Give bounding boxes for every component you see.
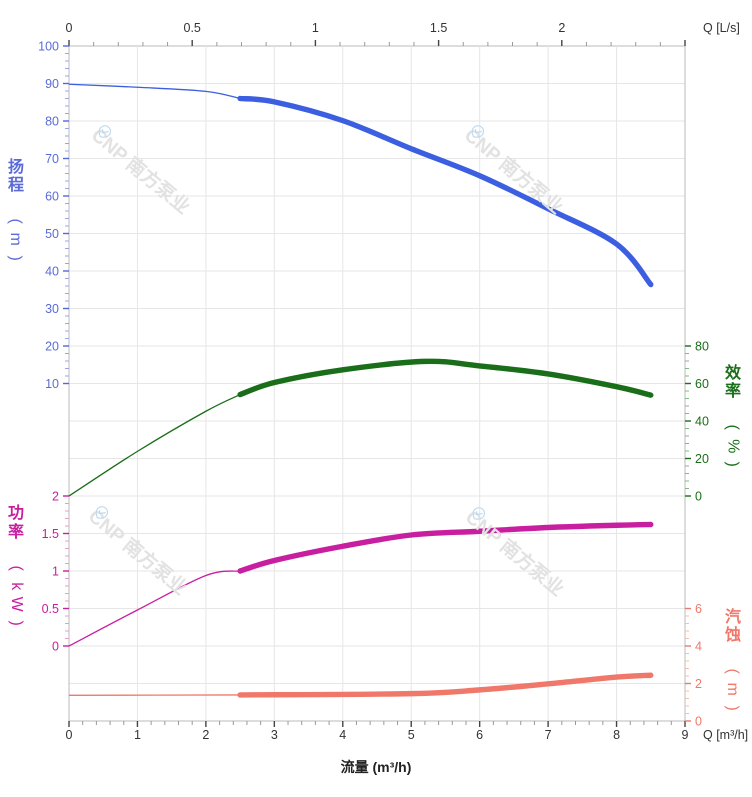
svg-text:50: 50 <box>45 227 59 241</box>
svg-text:2: 2 <box>695 677 702 691</box>
svg-text:100: 100 <box>38 39 59 53</box>
svg-text:80: 80 <box>695 339 709 353</box>
svg-text:1: 1 <box>52 564 59 578</box>
svg-text:30: 30 <box>45 302 59 316</box>
svg-text:0: 0 <box>66 728 73 742</box>
svg-text:90: 90 <box>45 77 59 91</box>
svg-text:5: 5 <box>408 728 415 742</box>
svg-text:2: 2 <box>202 728 209 742</box>
svg-text:20: 20 <box>695 452 709 466</box>
svg-text:1: 1 <box>312 21 319 35</box>
svg-text:2: 2 <box>52 489 59 503</box>
svg-text:1: 1 <box>134 728 141 742</box>
svg-text:0: 0 <box>52 639 59 653</box>
svg-text:1.5: 1.5 <box>430 21 447 35</box>
svg-text:40: 40 <box>695 414 709 428</box>
svg-text:Q [m³/h]: Q [m³/h] <box>703 728 748 742</box>
svg-text:10: 10 <box>45 377 59 391</box>
svg-text:4: 4 <box>695 639 702 653</box>
svg-text:70: 70 <box>45 152 59 166</box>
svg-text:3: 3 <box>271 728 278 742</box>
svg-text:0: 0 <box>66 21 73 35</box>
svg-text:60: 60 <box>45 189 59 203</box>
svg-text:0: 0 <box>695 489 702 503</box>
svg-text:7: 7 <box>545 728 552 742</box>
svg-text:0.5: 0.5 <box>184 21 201 35</box>
svg-text:6: 6 <box>695 602 702 616</box>
svg-text:1.5: 1.5 <box>42 527 59 541</box>
svg-text:6: 6 <box>476 728 483 742</box>
svg-text:60: 60 <box>695 377 709 391</box>
svg-text:2: 2 <box>558 21 565 35</box>
svg-text:80: 80 <box>45 114 59 128</box>
svg-text:0.5: 0.5 <box>42 602 59 616</box>
svg-text:9: 9 <box>682 728 689 742</box>
svg-text:20: 20 <box>45 339 59 353</box>
svg-text:4: 4 <box>339 728 346 742</box>
svg-text:0: 0 <box>695 714 702 728</box>
svg-text:8: 8 <box>613 728 620 742</box>
svg-text:40: 40 <box>45 264 59 278</box>
svg-text:Q [L/s]: Q [L/s] <box>703 21 740 35</box>
